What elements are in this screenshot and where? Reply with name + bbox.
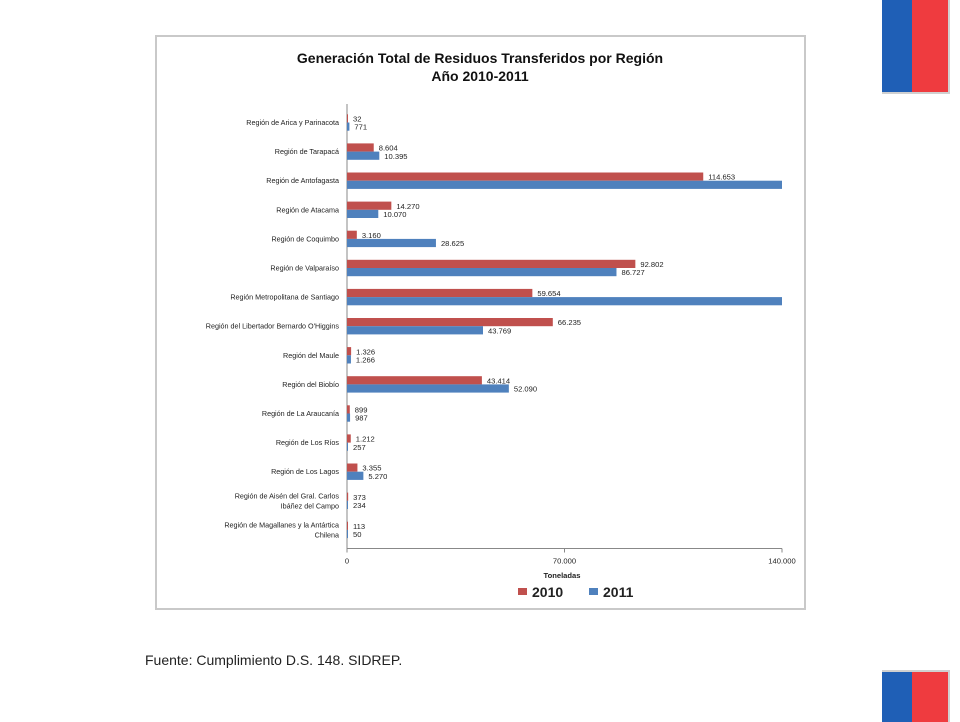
bar-2010 (347, 143, 374, 152)
chart-subtitle: Año 2010-2011 (431, 68, 528, 84)
legend-swatch-2010 (518, 588, 527, 595)
data-label-2010: 59.654 (537, 289, 560, 298)
bar-2010 (347, 405, 350, 414)
bar-2011 (347, 442, 348, 451)
data-label-2010: 1.212 (356, 435, 375, 444)
bar-chart: Generación Total de Residuos Transferido… (206, 50, 796, 600)
data-label-2011: 771 (354, 123, 367, 132)
category-label: Región de Valparaíso (270, 264, 339, 273)
bar-2010 (347, 259, 636, 268)
data-label-2011: 257 (353, 443, 366, 452)
x-tick-label: 140.000 (768, 557, 795, 566)
bar-2010 (347, 114, 348, 123)
data-label-2011: 86.727 (621, 268, 644, 277)
x-tick-label: 70.000 (553, 557, 576, 566)
bar-2011 (347, 384, 509, 393)
data-label-2011: 987 (355, 414, 368, 423)
data-label-2011: 1.266 (356, 356, 375, 365)
bar-2011 (347, 151, 380, 160)
chart-legend: 2010 2011 (518, 584, 634, 600)
data-label-2010: 32 (353, 115, 361, 124)
legend-label-2010: 2010 (532, 584, 563, 600)
flag-blue-band (882, 0, 912, 92)
data-label-2011: 50 (353, 530, 361, 539)
bar-2011 (347, 122, 350, 131)
bar-2010 (347, 172, 704, 181)
category-label: Región de Tarapacá (275, 147, 339, 156)
flag-decoration-top (882, 0, 950, 94)
data-label-2010: 66.235 (558, 318, 581, 327)
legend-label-2011: 2011 (603, 584, 634, 600)
bar-2010 (347, 201, 392, 210)
bar-2011 (347, 500, 348, 509)
data-label-2010: 3.160 (362, 231, 381, 240)
data-label-2010: 113 (353, 522, 365, 531)
bar-2011 (347, 355, 351, 364)
bar-2010 (347, 521, 348, 530)
category-label: Chilena (315, 530, 339, 539)
flag-red-band (912, 0, 948, 92)
data-label-2010: 14.270 (396, 202, 419, 211)
legend-swatch-2011 (589, 588, 598, 595)
category-label: Región del Maule (283, 351, 339, 360)
bar-2011 (347, 209, 379, 218)
bar-2011 (347, 180, 782, 189)
data-label-2011: 52.090 (514, 385, 537, 394)
data-label-2010: 3.355 (362, 464, 381, 473)
bar-2011 (347, 529, 348, 539)
data-label-2010: 114.653 (708, 173, 735, 182)
category-label: Región de Los Ríos (276, 438, 340, 447)
x-tick-label: 0 (345, 557, 349, 566)
data-label-2010: 43.414 (487, 376, 510, 385)
bar-2010 (347, 492, 349, 501)
data-label-2010: 8.604 (379, 144, 398, 153)
bar-2011 (347, 268, 617, 277)
category-label: Región de Los Lagos (271, 467, 339, 476)
bar-2011 (347, 238, 436, 248)
flag-red-band (912, 672, 948, 722)
bar-2010 (347, 318, 553, 327)
category-label: Región de Antofagasta (266, 176, 339, 185)
flag-decoration-bottom (882, 670, 950, 722)
category-label: Región del Libertador Bernardo O'Higgins (206, 322, 340, 331)
category-label: Región de Aisén del Gral. Carlos (235, 491, 340, 500)
x-axis-label: Toneladas (544, 571, 581, 580)
category-label: Región de Coquimbo (271, 234, 339, 243)
bar-2011 (347, 413, 351, 422)
category-label: Región de La Araucanía (262, 409, 339, 418)
data-label-2011: 234 (353, 501, 366, 510)
bar-2011 (347, 471, 364, 480)
category-label: Ibáñez del Campo (281, 501, 339, 510)
data-label-2011: 5.270 (368, 472, 387, 481)
category-label: Región de Arica y Parinacota (246, 118, 339, 127)
data-label-2011: 43.769 (488, 326, 511, 335)
bar-2010 (347, 434, 351, 443)
data-label-2011: 28.625 (441, 239, 464, 248)
data-label-2011: 10.395 (384, 152, 407, 161)
bar-2010 (347, 347, 352, 356)
category-label: Región Metropolitana de Santiago (230, 293, 339, 302)
flag-blue-band (882, 672, 912, 722)
source-note: Fuente: Cumplimiento D.S. 148. SIDREP. (145, 652, 403, 668)
data-label-2010: 1.326 (356, 347, 375, 356)
bar-2011 (347, 326, 483, 335)
data-label-2010: 92.802 (640, 260, 663, 269)
bar-2010 (347, 463, 358, 472)
bar-2010 (347, 230, 357, 239)
bar-2010 (347, 288, 533, 298)
bar-2011 (347, 297, 782, 306)
chart-frame: Generación Total de Residuos Transferido… (155, 35, 806, 610)
data-label-2011: 10.070 (383, 210, 406, 219)
plot-area: 0 70.000 140.000 Región de Arica y Parinaco… (206, 104, 796, 566)
category-label: Región de Magallanes y la Antártica (224, 520, 339, 529)
data-label-2010: 373 (353, 493, 366, 502)
category-label: Región de Atacama (276, 205, 339, 214)
bar-2010 (347, 376, 482, 385)
data-label-2010: 899 (355, 406, 368, 415)
category-label: Región del Biobío (282, 380, 339, 389)
chart-title: Generación Total de Residuos Transferido… (297, 50, 663, 66)
